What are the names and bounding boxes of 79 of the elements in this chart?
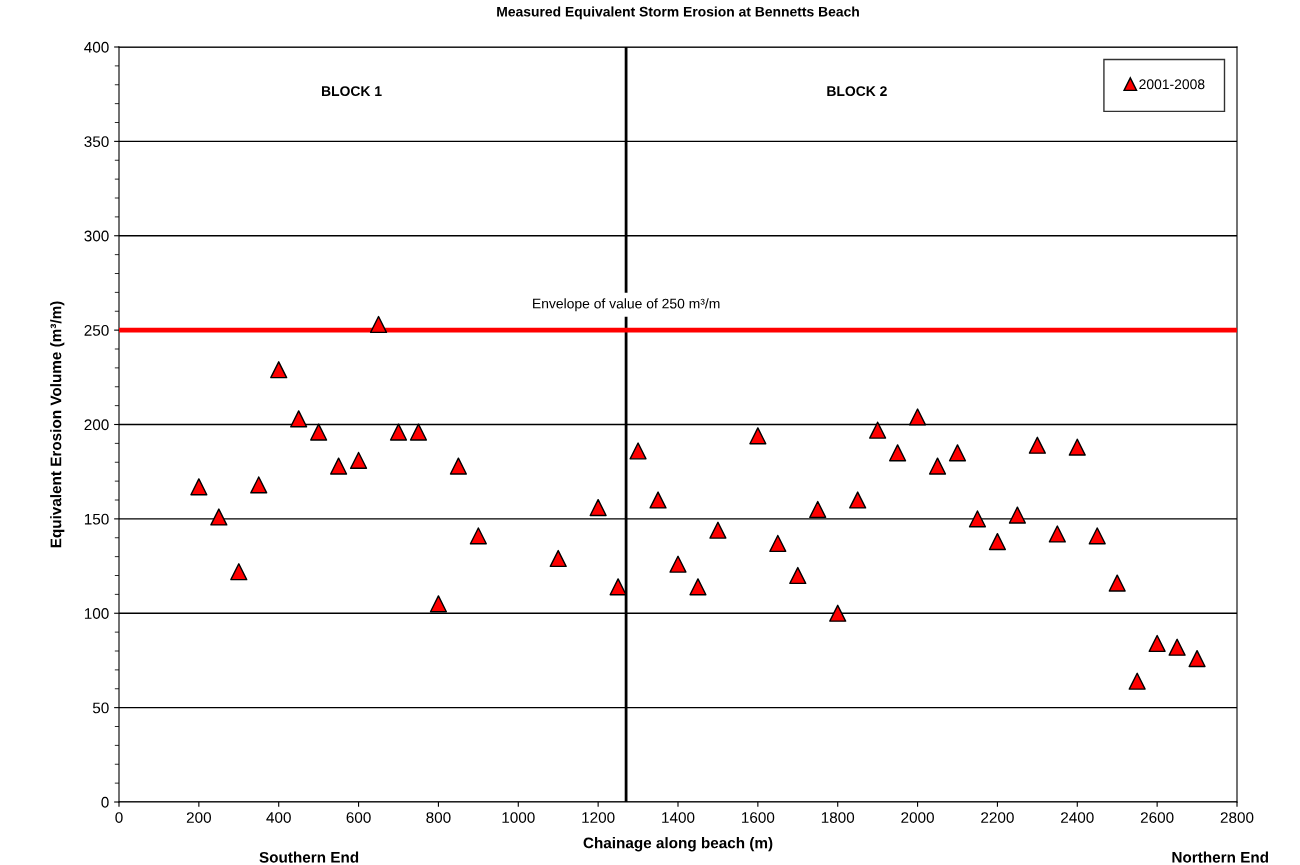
point	[1088, 527, 1106, 545]
point	[968, 510, 987, 528]
legend-label: 2001-2008	[1139, 79, 1205, 90]
y-tick-label: 250	[84, 324, 109, 336]
y-tick-label: 200	[84, 419, 109, 431]
y-tick-label: 0	[101, 796, 109, 808]
point	[1068, 438, 1086, 456]
point	[589, 498, 607, 517]
x-tick-label: 200	[186, 812, 212, 823]
x-tick-label: 1000	[502, 812, 535, 823]
y-tick-label: 150	[84, 513, 109, 525]
x-tick-label: 0	[115, 812, 123, 823]
x-tick-label: 1600	[742, 812, 775, 823]
x-tick-label: 2800	[1220, 812, 1254, 823]
point	[1148, 634, 1166, 653]
x-tick-label: 2200	[981, 812, 1014, 823]
point	[290, 410, 308, 428]
y-tick-label: 400	[84, 41, 109, 53]
point	[1128, 672, 1146, 690]
text: Northern End	[1172, 851, 1269, 863]
y-axis-title: Equivalent Erosion Volume (m³/m)	[50, 301, 65, 548]
point	[210, 508, 228, 526]
x-tick-label: 600	[346, 812, 371, 823]
point	[1188, 649, 1206, 668]
point	[849, 491, 867, 509]
point	[869, 421, 887, 439]
point	[649, 491, 667, 509]
point	[449, 457, 468, 475]
point	[329, 457, 348, 475]
ref-line-label: Envelope of value of 250 m³/m	[533, 298, 720, 312]
point	[349, 451, 368, 469]
y-tick-label: 100	[84, 608, 109, 619]
chart-title: Measured Equivalent Storm Erosion at Bennetts Beach	[497, 6, 859, 20]
point	[689, 578, 707, 596]
x-tick-label: 2000	[901, 812, 934, 823]
point	[1028, 436, 1046, 454]
point	[1008, 506, 1027, 524]
point	[389, 423, 408, 441]
y-tick-label: 50	[92, 702, 109, 714]
point	[409, 423, 428, 441]
point	[230, 563, 248, 581]
point	[669, 555, 687, 573]
point	[888, 444, 907, 462]
point	[250, 476, 268, 494]
point	[769, 534, 787, 553]
point	[1108, 574, 1126, 592]
point	[948, 444, 967, 462]
y-tick-label: 300	[84, 230, 109, 242]
point	[549, 549, 567, 568]
x-tick-label: 1800	[821, 812, 855, 823]
x-tick-label: 800	[426, 812, 451, 823]
point	[190, 478, 208, 496]
text: Southern End	[259, 851, 359, 863]
y-tick-label: 350	[84, 136, 109, 148]
x-tick-label: 2400	[1061, 812, 1094, 823]
point	[908, 408, 927, 426]
x-axis-title: Chainage along beach (m)	[583, 837, 773, 852]
point	[429, 595, 448, 613]
point	[310, 423, 328, 441]
x-tick-label: 2600	[1140, 812, 1174, 823]
x-tick-label: 400	[266, 812, 291, 823]
annotation: BLOCK 1	[321, 86, 382, 97]
point	[988, 532, 1007, 551]
point	[629, 442, 647, 460]
point	[1048, 525, 1066, 543]
point	[829, 604, 847, 622]
x-tick-label: 1400	[662, 812, 695, 823]
point	[749, 427, 767, 445]
x-tick-label: 1200	[582, 812, 615, 823]
point	[369, 315, 388, 334]
point	[609, 578, 627, 596]
annotation: BLOCK 2	[827, 86, 887, 97]
point	[928, 457, 947, 475]
point	[789, 566, 807, 585]
point	[270, 361, 288, 379]
point	[1168, 638, 1186, 656]
point	[809, 500, 827, 519]
point	[469, 527, 487, 545]
point	[709, 521, 727, 539]
